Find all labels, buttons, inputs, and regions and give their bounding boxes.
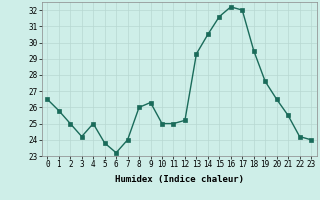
X-axis label: Humidex (Indice chaleur): Humidex (Indice chaleur) [115,175,244,184]
